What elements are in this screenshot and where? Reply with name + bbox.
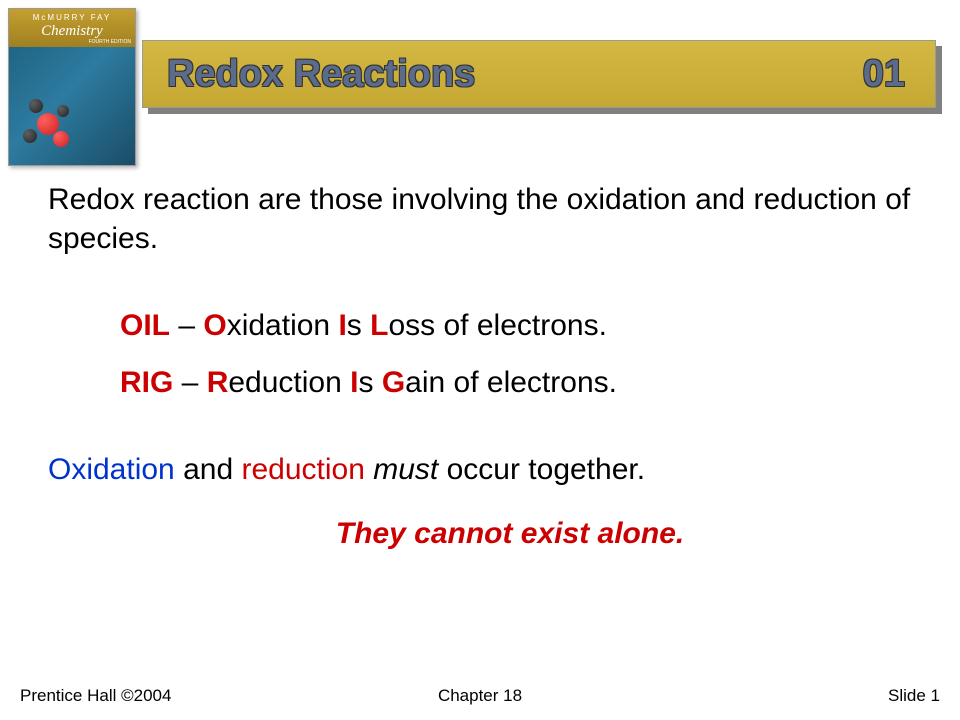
- molecule-graphic: [19, 95, 79, 155]
- slide-content: Redox reaction are those involving the o…: [48, 180, 912, 551]
- footer-chapter: Chapter 18: [438, 686, 522, 706]
- book-authors: McMURRY FAY: [9, 13, 135, 22]
- slide-title: Redox Reactions: [167, 53, 475, 96]
- oil-acronym: OIL: [120, 309, 170, 342]
- book-header-band: McMURRY FAY Chemistry FOURTH EDITION: [9, 9, 135, 47]
- rig-acronym: RIG: [120, 366, 173, 399]
- textbook-cover: McMURRY FAY Chemistry FOURTH EDITION: [8, 8, 136, 166]
- mnemonic-block: OIL – Oxidation Is Loss of electrons. RI…: [120, 306, 912, 402]
- emphasis-statement: They cannot exist alone.: [108, 517, 912, 551]
- slide-title-number: 01: [863, 53, 905, 96]
- intro-paragraph: Redox reaction are those involving the o…: [48, 180, 912, 258]
- slide-footer: Prentice Hall ©2004 Chapter 18 Slide 1: [20, 686, 940, 706]
- rig-mnemonic: RIG – Reduction Is Gain of electrons.: [120, 363, 912, 402]
- title-bar: Redox Reactions 01: [142, 40, 936, 108]
- together-statement: Oxidation and reduction must occur toget…: [48, 450, 912, 489]
- footer-copyright: Prentice Hall ©2004: [20, 686, 171, 706]
- book-edition: FOURTH EDITION: [89, 39, 131, 45]
- book-title: Chemistry: [9, 23, 135, 40]
- footer-slide-number: Slide 1: [888, 686, 940, 706]
- oil-mnemonic: OIL – Oxidation Is Loss of electrons.: [120, 306, 912, 345]
